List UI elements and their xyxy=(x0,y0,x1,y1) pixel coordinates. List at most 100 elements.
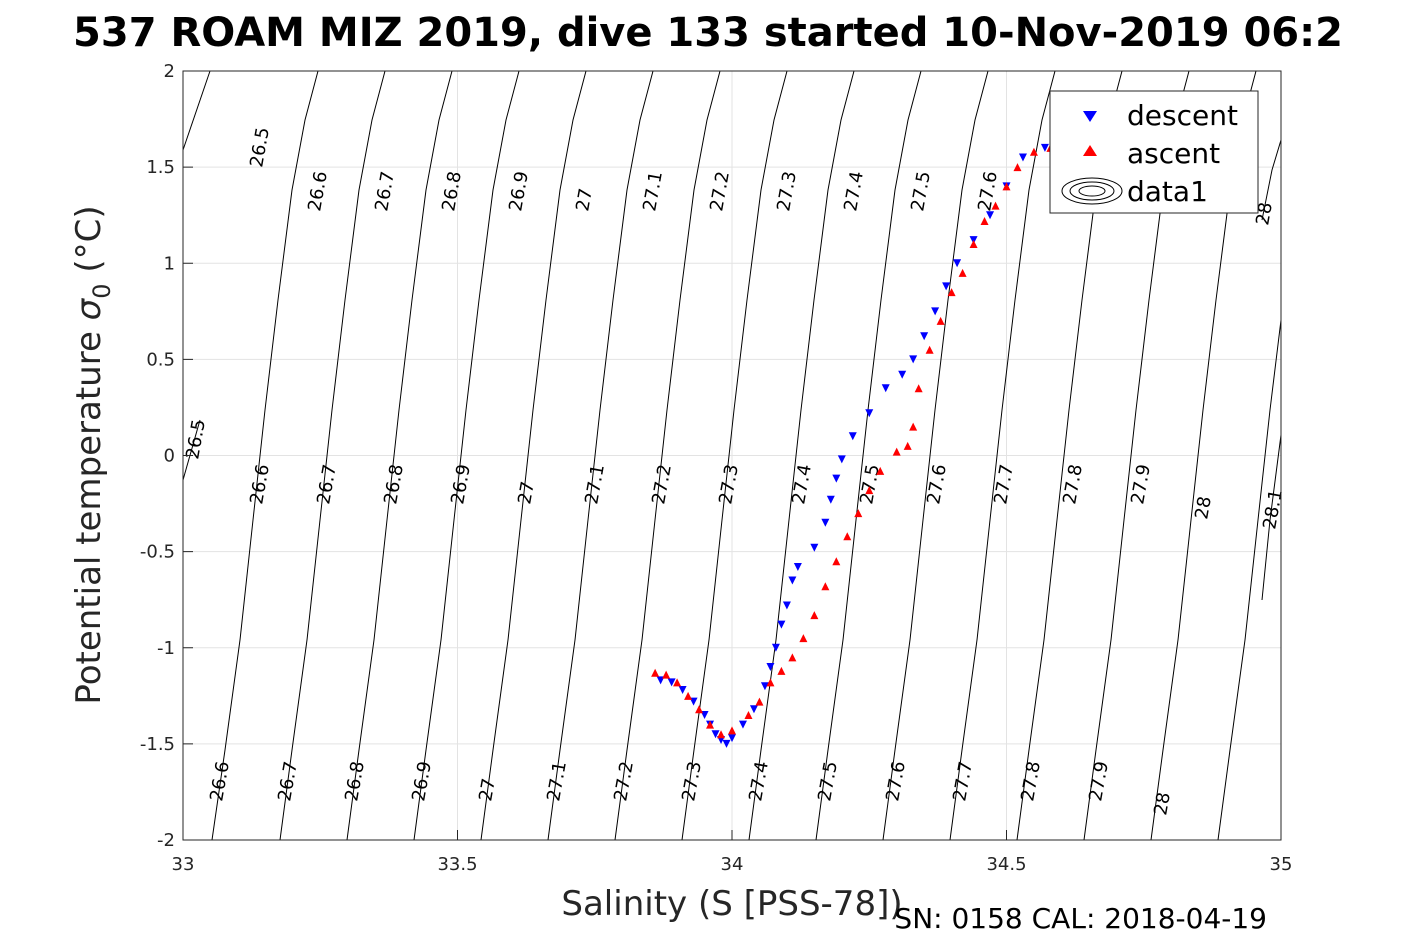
descent-point xyxy=(865,409,874,418)
descent-point xyxy=(782,601,791,610)
ascent-point xyxy=(1029,147,1038,156)
contour-line xyxy=(1261,139,1282,221)
ascent-point xyxy=(728,726,736,735)
ascent-point xyxy=(892,447,901,456)
contour-label: 28 xyxy=(1150,791,1175,817)
descent-point xyxy=(749,705,758,714)
ascent-point xyxy=(651,668,660,677)
ascent-point xyxy=(717,730,726,739)
descent-point xyxy=(738,720,747,729)
y-tick-label: 0.5 xyxy=(146,349,175,370)
descent-point xyxy=(898,370,907,379)
contour-label: 27 xyxy=(475,777,500,803)
contour-label: 28 xyxy=(1191,495,1216,521)
legend-ascent-marker xyxy=(1083,145,1097,156)
descent-point xyxy=(788,576,797,585)
legend-data1-label: data1 xyxy=(1127,175,1208,208)
contour-line xyxy=(182,419,201,481)
descent-point xyxy=(837,455,846,464)
contour-line xyxy=(279,70,386,841)
ascent-point xyxy=(755,697,764,706)
ascent-point xyxy=(936,316,945,325)
descent-point xyxy=(810,543,819,552)
x-tick-label: 33.5 xyxy=(437,854,477,875)
descent-point xyxy=(931,307,940,316)
ascent-point xyxy=(706,720,715,729)
descent-point xyxy=(881,384,890,393)
descent-point xyxy=(909,355,918,364)
descent-point xyxy=(766,662,775,671)
legend-descent-marker xyxy=(1083,111,1097,122)
x-tick-label: 33 xyxy=(172,854,195,875)
contour-line xyxy=(949,70,1056,841)
contour-line xyxy=(413,70,520,841)
contour-line xyxy=(1217,319,1282,841)
descent-point xyxy=(777,620,786,629)
descent-point xyxy=(942,282,951,291)
axes: 33 33.5 34 34.5 35 -2 -1.5 -1 -0.5 0 0.5 1 1.5 2 xyxy=(140,61,1293,875)
ascent-point xyxy=(777,666,786,675)
contour-line xyxy=(480,70,587,841)
descent-point xyxy=(832,474,841,483)
y-tick-label: 1.5 xyxy=(146,157,175,178)
ascent-point xyxy=(969,240,978,249)
serial-calibration-text: SN: 0158 CAL: 2018-04-19 xyxy=(894,902,1267,935)
y-tick-label: -1 xyxy=(157,638,175,659)
ascent-point xyxy=(958,268,967,277)
ascent-point xyxy=(799,634,808,643)
x-tick-label: 34.5 xyxy=(986,854,1026,875)
ascent-point xyxy=(1013,163,1022,172)
x-tick-label: 34 xyxy=(721,854,744,875)
legend-ascent-label: ascent xyxy=(1127,137,1220,170)
descent-point xyxy=(728,734,736,743)
ascent-point xyxy=(810,611,819,620)
ascent-point xyxy=(925,345,934,354)
ascent-point xyxy=(980,216,989,225)
descent-point xyxy=(986,211,995,220)
contour-line xyxy=(346,70,453,841)
x-tick-label: 35 xyxy=(1270,854,1293,875)
chart-title: 537 ROAM MIZ 2019, dive 133 started 10-N… xyxy=(73,10,1343,56)
legend-contour-icon xyxy=(1061,177,1123,205)
contour-line xyxy=(547,70,654,841)
descent-point xyxy=(678,686,687,695)
y-tick-label: 2 xyxy=(164,61,175,82)
y-axis-label-main: Potential temperature xyxy=(69,320,109,704)
ascent-point xyxy=(903,441,912,450)
descent-point xyxy=(771,643,780,652)
ascent-point xyxy=(947,288,956,297)
ascent-point xyxy=(843,532,852,541)
ascent-point xyxy=(914,384,923,393)
ascent-point xyxy=(821,582,830,591)
ascent-point xyxy=(876,466,885,475)
ascent-point xyxy=(662,670,671,679)
descent-point xyxy=(722,739,731,748)
ascent-point xyxy=(766,678,775,687)
descent-point xyxy=(821,518,830,527)
descent-point xyxy=(760,682,769,691)
y-axis-label-sigma: σ xyxy=(69,297,109,320)
contour-label: 27 xyxy=(514,480,539,506)
descent-point xyxy=(848,432,857,441)
y-axis-label: Potential temperature σ0 (°C) xyxy=(69,205,116,704)
contour-line xyxy=(614,70,721,841)
descent-point xyxy=(1018,153,1027,162)
descent-point xyxy=(667,678,676,687)
contour-line xyxy=(211,70,319,841)
contour-label: 27 xyxy=(572,187,597,213)
ascent-point xyxy=(673,678,682,687)
y-tick-label: -1.5 xyxy=(140,734,175,755)
ascent-point xyxy=(991,201,1000,210)
ascent-point xyxy=(1002,182,1011,191)
y-tick-label: 1 xyxy=(164,253,175,274)
contour-line xyxy=(182,70,211,151)
descent-point xyxy=(711,730,720,739)
y-tick-label: 0 xyxy=(164,446,175,467)
ascent-point xyxy=(744,711,753,720)
ascent-point xyxy=(865,486,874,495)
ascent-point xyxy=(854,509,863,518)
y-axis-label-units: (°C) xyxy=(69,205,109,283)
legend: descent ascent data1 xyxy=(1049,90,1259,214)
x-axis-label: Salinity (S [PSS-78]) xyxy=(561,884,902,924)
